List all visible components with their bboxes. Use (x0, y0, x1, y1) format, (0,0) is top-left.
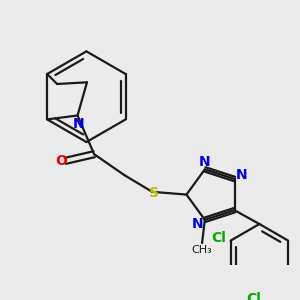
Text: Cl: Cl (246, 292, 261, 300)
Text: N: N (199, 155, 210, 169)
Text: CH₃: CH₃ (192, 245, 212, 255)
Text: S: S (149, 187, 159, 200)
Text: O: O (55, 154, 67, 168)
Text: Cl: Cl (211, 231, 226, 245)
Text: N: N (73, 117, 85, 131)
Text: N: N (236, 168, 248, 182)
Text: N: N (192, 217, 203, 231)
